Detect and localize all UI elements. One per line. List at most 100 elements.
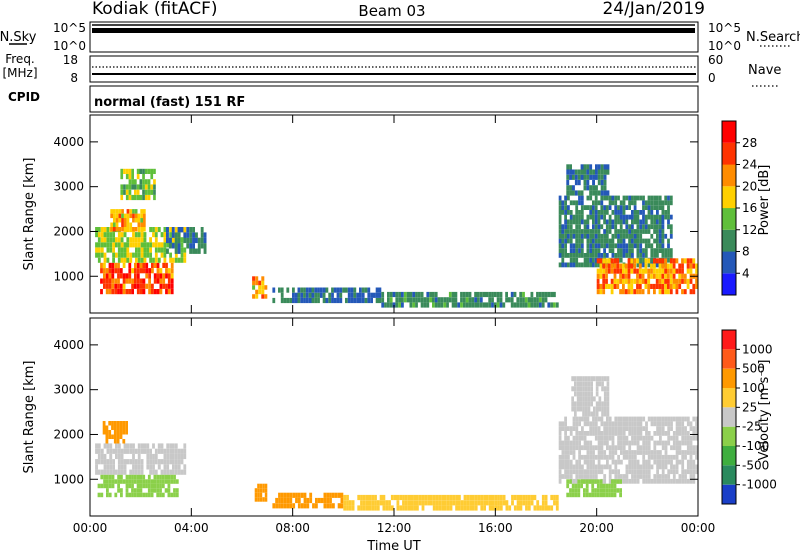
power-cell — [479, 302, 483, 308]
velocity-cell — [145, 492, 148, 498]
power-cell — [625, 224, 629, 230]
power-cell — [653, 253, 656, 258]
power-cell — [586, 169, 590, 175]
power-cell — [600, 214, 604, 220]
velocity-cell — [656, 421, 659, 427]
velocity-cell — [100, 453, 104, 460]
velocity-cell — [264, 488, 268, 493]
velocity-cell — [120, 492, 123, 498]
velocity-cell — [449, 500, 453, 506]
velocity-cell — [561, 421, 565, 427]
velocity-cell — [625, 469, 629, 475]
power-cell — [137, 227, 141, 233]
velocity-cell — [584, 396, 588, 402]
velocity-cell — [323, 492, 327, 498]
power-cell — [586, 262, 590, 268]
velocity-cell — [639, 431, 643, 436]
velocity-cell — [684, 426, 687, 431]
power-cell — [283, 297, 287, 304]
velocity-cell — [636, 421, 640, 427]
power-cell — [95, 247, 98, 253]
power-cell — [294, 292, 298, 298]
power-cell — [600, 169, 604, 175]
power-cell — [636, 253, 640, 258]
power-cell — [134, 268, 137, 274]
power-cell — [567, 253, 570, 258]
power-data-layer — [95, 164, 698, 308]
power-cell — [627, 268, 631, 274]
power-cell — [387, 302, 390, 308]
power-cell — [103, 237, 107, 243]
nave-label: Nave — [748, 63, 781, 78]
velocity-cell — [143, 443, 147, 449]
power-cell — [656, 233, 659, 239]
velocity-cell — [608, 421, 612, 427]
velocity-cell — [608, 464, 612, 470]
power-region — [100, 262, 174, 295]
power-cell — [661, 219, 665, 225]
power-cell — [656, 200, 659, 206]
power-cell — [113, 213, 116, 219]
velocity-cell — [100, 448, 104, 454]
velocity-cell — [636, 450, 640, 455]
velocity-cell — [153, 483, 157, 489]
power-cell — [496, 297, 500, 303]
power-cell — [642, 214, 645, 220]
velocity-cell — [667, 469, 671, 475]
velocity-cell — [159, 479, 162, 484]
velocity-cell — [681, 431, 685, 436]
velocity-cell — [374, 500, 377, 506]
velocity-cell — [117, 464, 121, 470]
power-cell — [589, 205, 593, 210]
velocity-cell — [147, 483, 151, 489]
velocity-cell — [169, 453, 172, 460]
velocity-cell — [357, 494, 361, 501]
power-cell — [633, 238, 637, 244]
velocity-cell — [159, 474, 162, 480]
power-cell — [112, 257, 115, 263]
velocity-cell — [362, 505, 366, 511]
power-cell — [136, 168, 140, 174]
power-cell — [160, 247, 164, 253]
velocity-cell — [564, 416, 567, 422]
velocity-cell — [584, 401, 588, 407]
velocity-cell — [606, 406, 610, 412]
velocity-cell — [174, 453, 178, 460]
power-cell — [126, 218, 130, 223]
velocity-cell — [628, 454, 632, 460]
velocity-cell — [103, 464, 107, 470]
power-cell — [145, 179, 148, 185]
velocity-cell — [586, 421, 590, 427]
power-cell — [597, 214, 601, 220]
velocity-cell — [106, 479, 109, 484]
velocity-cell — [163, 453, 167, 460]
power-cell — [675, 268, 679, 274]
power-cell — [664, 214, 668, 220]
power-cell — [300, 287, 304, 293]
power-cell — [149, 247, 152, 253]
velocity-cell — [114, 479, 118, 484]
velocity-cell — [594, 416, 598, 422]
power-cell — [152, 232, 155, 238]
power-cell — [575, 238, 579, 244]
power-cell — [145, 184, 148, 190]
power-cell — [597, 238, 601, 244]
power-cell — [625, 253, 629, 258]
velocity-cell — [664, 478, 668, 484]
power-cell — [166, 232, 169, 238]
power-cell — [617, 229, 620, 234]
power-cell — [577, 190, 581, 196]
power-cell — [595, 169, 598, 175]
velocity-cell — [152, 464, 155, 470]
power-cell — [606, 169, 610, 175]
power-cell — [499, 291, 503, 298]
power-cell — [134, 209, 138, 214]
power-cell — [493, 291, 497, 298]
power-cell — [636, 224, 640, 230]
power-cell — [669, 283, 673, 289]
power-cell — [186, 237, 190, 244]
power-cell — [564, 195, 567, 201]
power-cell — [157, 227, 161, 233]
power-cell — [574, 180, 578, 186]
power-cell — [163, 247, 167, 253]
